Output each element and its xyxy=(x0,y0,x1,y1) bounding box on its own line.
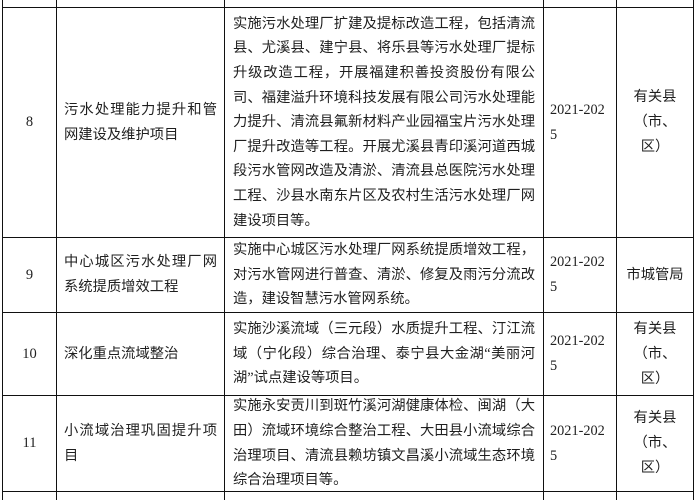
partial-row-cell xyxy=(57,0,225,8)
project-description-cell: 实施永安贡川到斑竹溪河湖健康体检、闽湖（大田）流域环境综合整治工程、大田县小流域… xyxy=(225,396,544,492)
row-number-cell: 9 xyxy=(3,238,57,313)
project-description-text: 实施中心城区污水处理厂网系统提质增效工程，对污水管网进行普查、清淤、修复及雨污分… xyxy=(233,242,535,308)
project-description-text: 实施永安贡川到斑竹溪河湖健康体检、闽湖（大田）流域环境综合整治工程、大田县小流域… xyxy=(233,398,535,489)
partial-row-cell xyxy=(225,0,544,8)
project-description-text: 实施污水处理厂扩建及提标改造工程，包括清流县、尤溪县、建宁县、将乐县等污水处理厂… xyxy=(233,15,535,229)
project-description-cell: 实施沙溪流域（三元段）水质提升工程、汀江流域（宁化段）综合治理、泰宁县大金湖“美… xyxy=(225,313,544,396)
project-name-cell: 中心城区污水处理厂网系统提质增效工程 xyxy=(57,238,225,313)
responsible-cell: 有关县（市、区） xyxy=(617,313,694,396)
responsible-text: 有关县（市、区） xyxy=(633,320,677,387)
responsible-cell: 市城管局 xyxy=(617,238,694,313)
row-number-cell: 11 xyxy=(3,396,57,492)
period-cell: 2021-2025 xyxy=(544,238,617,313)
row-number-cell: 10 xyxy=(3,313,57,396)
partial-row-cell xyxy=(544,492,617,500)
partial-row-cell xyxy=(57,492,225,500)
partial-row-cell xyxy=(225,492,544,500)
period-cell: 2021-2025 xyxy=(544,8,617,238)
partial-row-cell xyxy=(3,492,57,500)
period-cell: 2021-2025 xyxy=(544,396,617,492)
project-description-cell: 实施污水处理厂扩建及提标改造工程，包括清流县、尤溪县、建宁县、将乐县等污水处理厂… xyxy=(225,8,544,238)
responsible-cell: 有关县（市、区） xyxy=(617,396,694,492)
period-cell: 2021-2025 xyxy=(544,313,617,396)
project-name-cell: 污水处理能力提升和管网建设及维护项目 xyxy=(57,8,225,238)
partial-row-cell xyxy=(617,0,694,8)
partial-row-cell xyxy=(617,492,694,500)
responsible-text: 有关县（市、区） xyxy=(633,410,677,476)
project-name-cell: 小流域治理巩固提升项目 xyxy=(57,396,225,492)
partial-row-cell xyxy=(544,0,617,8)
responsible-text: 有关县（市、区） xyxy=(633,89,677,155)
partial-row-cell xyxy=(3,0,57,8)
row-number-cell: 8 xyxy=(3,8,57,238)
project-name-cell: 深化重点流域整治 xyxy=(57,313,225,396)
project-description-cell: 实施中心城区污水处理厂网系统提质增效工程，对污水管网进行普查、清淤、修复及雨污分… xyxy=(225,238,544,313)
project-description-text: 实施沙溪流域（三元段）水质提升工程、汀江流域（宁化段）综合治理、泰宁县大金湖“美… xyxy=(233,321,535,387)
responsible-text: 市城管局 xyxy=(626,266,684,283)
responsible-cell: 有关县（市、区） xyxy=(617,8,694,238)
